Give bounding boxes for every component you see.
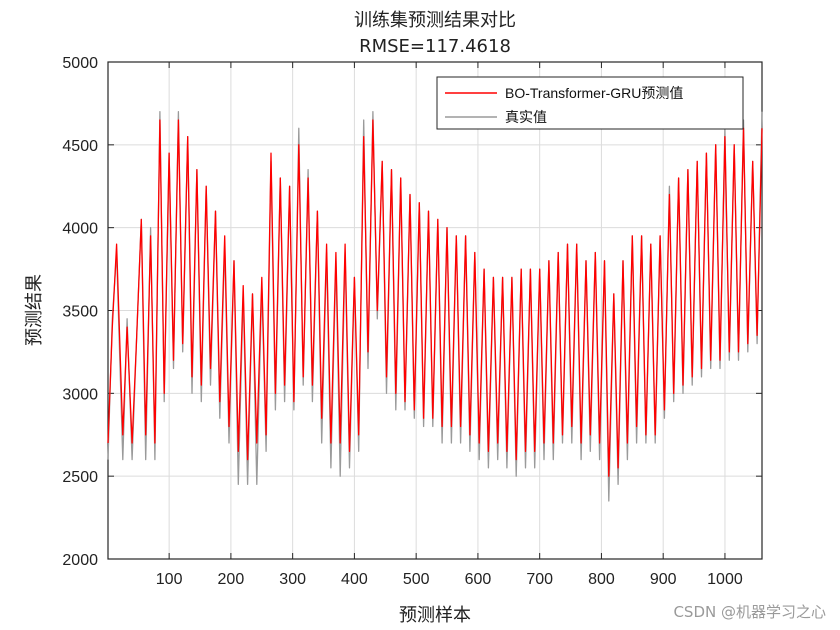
- legend-label-actual: 真实值: [505, 109, 547, 125]
- x-tick-label: 800: [588, 571, 615, 588]
- legend-box: [436, 76, 744, 130]
- watermark: CSDN @机器学习之心: [673, 603, 826, 621]
- x-axis-label: 预测样本: [399, 605, 471, 626]
- y-tick-label: 5000: [62, 55, 98, 72]
- y-tick-label: 2000: [62, 552, 98, 569]
- x-tick-label: 300: [279, 571, 306, 588]
- y-axis-label: 预测结果: [24, 274, 45, 346]
- x-tick-label: 100: [156, 571, 183, 588]
- y-tick-label: 2500: [62, 469, 98, 486]
- chart-subtitle: RMSE=117.4618: [359, 36, 511, 57]
- x-tick-label: 600: [465, 571, 492, 588]
- x-tick-label: 500: [403, 571, 430, 588]
- y-tick-label: 4000: [62, 221, 98, 238]
- y-tick-label: 3000: [62, 386, 98, 403]
- series-layer: [107, 111, 763, 502]
- chart-title: 训练集预测结果对比: [354, 10, 516, 31]
- legend: BO-Transformer-GRU预测值 真实值: [436, 76, 744, 130]
- y-tick-label: 4500: [62, 138, 98, 155]
- x-axis-ticks: 100 200 300 400 500 600 700 800 900 1000: [156, 62, 743, 588]
- legend-label-predicted: BO-Transformer-GRU预测值: [505, 85, 683, 101]
- x-tick-label: 400: [341, 571, 368, 588]
- x-tick-label: 1000: [707, 571, 743, 588]
- series-line-predicted: [107, 119, 763, 477]
- x-tick-label: 700: [526, 571, 553, 588]
- y-axis-ticks: 2000 2500 3000 3500 4000 4500 5000: [62, 55, 762, 569]
- y-tick-label: 3500: [62, 304, 98, 321]
- x-tick-label: 200: [218, 571, 245, 588]
- x-tick-label: 900: [650, 571, 677, 588]
